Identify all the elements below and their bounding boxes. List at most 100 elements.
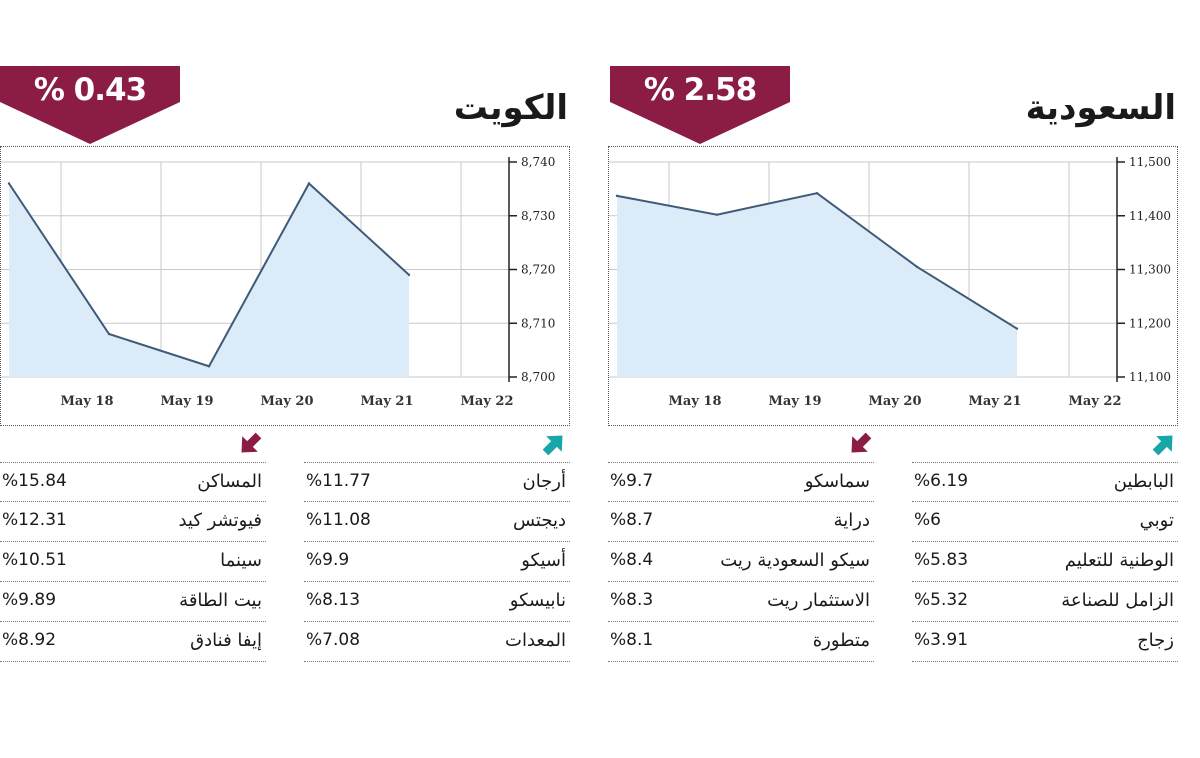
- stock-change: %10.51: [2, 550, 67, 570]
- x-tick-label: May 21: [361, 394, 414, 409]
- data-point: [715, 213, 719, 216]
- stock-name: زجاج: [1137, 630, 1174, 651]
- data-point: [7, 182, 11, 185]
- stock-change: %8.92: [2, 630, 57, 650]
- data-point: [307, 182, 311, 185]
- stock-name: فيوتشر كيد: [178, 510, 262, 531]
- table-row: المساكن %15.84: [0, 462, 266, 502]
- up-arrow-icon: [1150, 430, 1178, 458]
- stock-name: ديجتس: [512, 510, 566, 531]
- x-tick-label: May 21: [969, 394, 1022, 409]
- table-row: الزامل للصناعة %5.32: [912, 582, 1178, 622]
- data-point: [815, 191, 819, 195]
- table-row: المعدات %7.08: [304, 622, 570, 662]
- change-badge: % 2.58: [610, 66, 790, 146]
- stock-change: %11.08: [306, 510, 371, 530]
- index-chart: 11,100 11,200 11,300 11,400 11,500 May 18 May …: [608, 146, 1178, 426]
- table-row: متطورة %8.1: [608, 622, 874, 662]
- stock-change: %5.32: [914, 590, 969, 610]
- y-tick-label: 8,710: [521, 316, 555, 330]
- stock-name: الوطنية للتعليم: [1064, 550, 1174, 571]
- stock-change: %12.31: [2, 510, 67, 530]
- x-tick-label: May 22: [461, 394, 514, 409]
- stock-change: %15.84: [2, 471, 67, 491]
- stock-name: المساكن: [197, 471, 262, 492]
- stock-name: توبي: [1139, 510, 1174, 531]
- data-point: [915, 265, 919, 269]
- table-row: أرجان %11.77: [304, 462, 570, 502]
- stock-change: %9.9: [306, 550, 350, 570]
- gainers-table: البابطين %6.19 توبي %6 الوطنية للتعليم %5.8…: [912, 462, 1178, 662]
- stock-name: أسيكو: [521, 550, 566, 571]
- table-row: سينما %10.51: [0, 542, 266, 582]
- y-tick-label: 11,100: [1129, 370, 1171, 384]
- y-tick-label: 8,740: [521, 155, 555, 169]
- y-tick-label: 8,720: [521, 263, 555, 277]
- market-title: الكويت: [453, 88, 568, 128]
- table-row: الاستثمار ريت %8.3: [608, 582, 874, 622]
- stock-change: %9.7: [610, 471, 654, 491]
- table-row: ديجتس %11.08: [304, 502, 570, 542]
- change-value: % 2.58: [643, 72, 757, 108]
- y-tick-label: 8,730: [521, 209, 555, 223]
- stock-name: المعدات: [505, 630, 566, 651]
- data-point: [615, 194, 619, 198]
- stock-name: دراية: [833, 510, 870, 531]
- table-row: نابيسكو %8.13: [304, 582, 570, 622]
- chart-canvas: 8,700 8,710 8,720 8,730 8,740 May 18 May 19 May…: [1, 155, 555, 409]
- stock-change: %6: [914, 510, 941, 530]
- stock-name: إيفا فنادق: [190, 630, 262, 651]
- x-tick-label: May 20: [869, 394, 922, 409]
- data-point: [407, 273, 411, 277]
- stock-change: %8.1: [610, 630, 654, 650]
- down-arrow-icon: [846, 430, 874, 458]
- y-tick-label: 11,500: [1129, 155, 1171, 169]
- stock-name: الاستثمار ريت: [767, 590, 870, 611]
- badge-shape: [610, 66, 790, 144]
- table-row: سماسكو %9.7: [608, 462, 874, 502]
- x-tick-label: May 18: [61, 394, 114, 409]
- table-row: فيوتشر كيد %12.31: [0, 502, 266, 542]
- losers-table: المساكن %15.84 فيوتشر كيد %12.31 سينما %10.…: [0, 462, 266, 662]
- x-tick-label: May 19: [769, 394, 822, 409]
- market-title: السعودية: [1025, 88, 1176, 128]
- y-tick-label: 11,300: [1129, 263, 1171, 277]
- table-row: الوطنية للتعليم %5.83: [912, 542, 1178, 582]
- stock-change: %3.91: [914, 630, 969, 650]
- stock-change: %7.08: [306, 630, 361, 650]
- table-row: زجاج %3.91: [912, 622, 1178, 662]
- stock-name: سيكو السعودية ريت: [720, 550, 870, 571]
- stock-name: بيت الطاقة: [179, 590, 262, 611]
- table-row: سيكو السعودية ريت %8.4: [608, 542, 874, 582]
- stock-name: سماسكو: [804, 471, 870, 492]
- saudi-panel: % 2.58 السعودية 11,100 11,200 11,300 11,400…: [608, 0, 1180, 680]
- x-tick-label: May 20: [261, 394, 314, 409]
- table-row: البابطين %6.19: [912, 462, 1178, 502]
- table-row: توبي %6: [912, 502, 1178, 542]
- stock-change: %11.77: [306, 471, 371, 491]
- stock-change: %8.4: [610, 550, 654, 570]
- stock-name: نابيسكو: [509, 590, 566, 611]
- y-tick-label: 11,200: [1129, 316, 1171, 330]
- kuwait-panel: % 0.43 الكويت 8,700 8,710 8,720 8,730 8,740 M…: [0, 0, 572, 680]
- table-row: دراية %8.7: [608, 502, 874, 542]
- data-point: [107, 332, 111, 336]
- series-area: [617, 193, 1017, 377]
- stock-change: %8.3: [610, 590, 654, 610]
- table-row: بيت الطاقة %9.89: [0, 582, 266, 622]
- chart-canvas: 11,100 11,200 11,300 11,400 11,500 May 18 May …: [609, 155, 1171, 409]
- series-area: [9, 183, 409, 377]
- up-arrow-icon: [540, 430, 568, 458]
- stock-name: البابطين: [1113, 471, 1174, 492]
- stock-change: %8.7: [610, 510, 654, 530]
- table-row: أسيكو %9.9: [304, 542, 570, 582]
- gainers-table: أرجان %11.77 ديجتس %11.08 أسيكو %9.9 نابيسك…: [304, 462, 570, 662]
- stock-change: %8.13: [306, 590, 361, 610]
- change-value: % 0.43: [33, 72, 147, 108]
- data-point: [1015, 327, 1019, 330]
- x-tick-label: May 19: [161, 394, 214, 409]
- stock-change: %9.89: [2, 590, 57, 610]
- stock-name: سينما: [220, 550, 262, 571]
- stock-name: أرجان: [522, 471, 566, 492]
- badge-shape: [0, 66, 180, 144]
